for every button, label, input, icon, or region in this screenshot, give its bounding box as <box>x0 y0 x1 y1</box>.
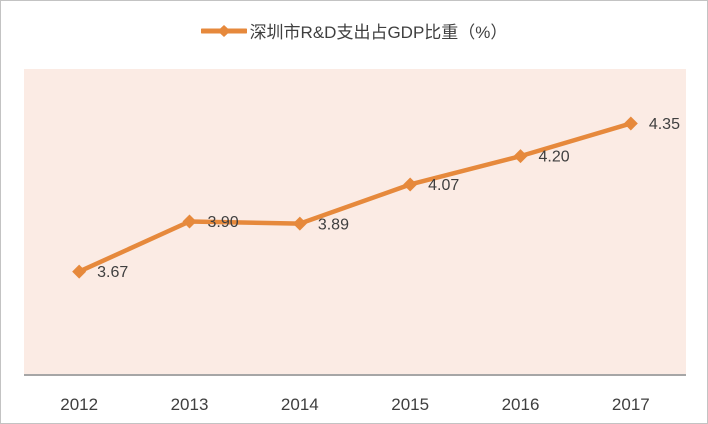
x-tick-label: 2012 <box>60 395 98 414</box>
x-tick-label: 2016 <box>502 395 540 414</box>
legend-label: 深圳市R&D支出占GDP比重（%） <box>249 23 508 42</box>
x-tick-label: 2015 <box>391 395 429 414</box>
x-tick-label: 2014 <box>281 395 319 414</box>
x-tick-label: 2017 <box>612 395 650 414</box>
legend: 深圳市R&D支出占GDP比重（%） <box>1 18 707 43</box>
x-tick-label: 2013 <box>171 395 209 414</box>
legend-diamond-line-icon <box>200 24 247 37</box>
plot-area <box>24 69 686 376</box>
